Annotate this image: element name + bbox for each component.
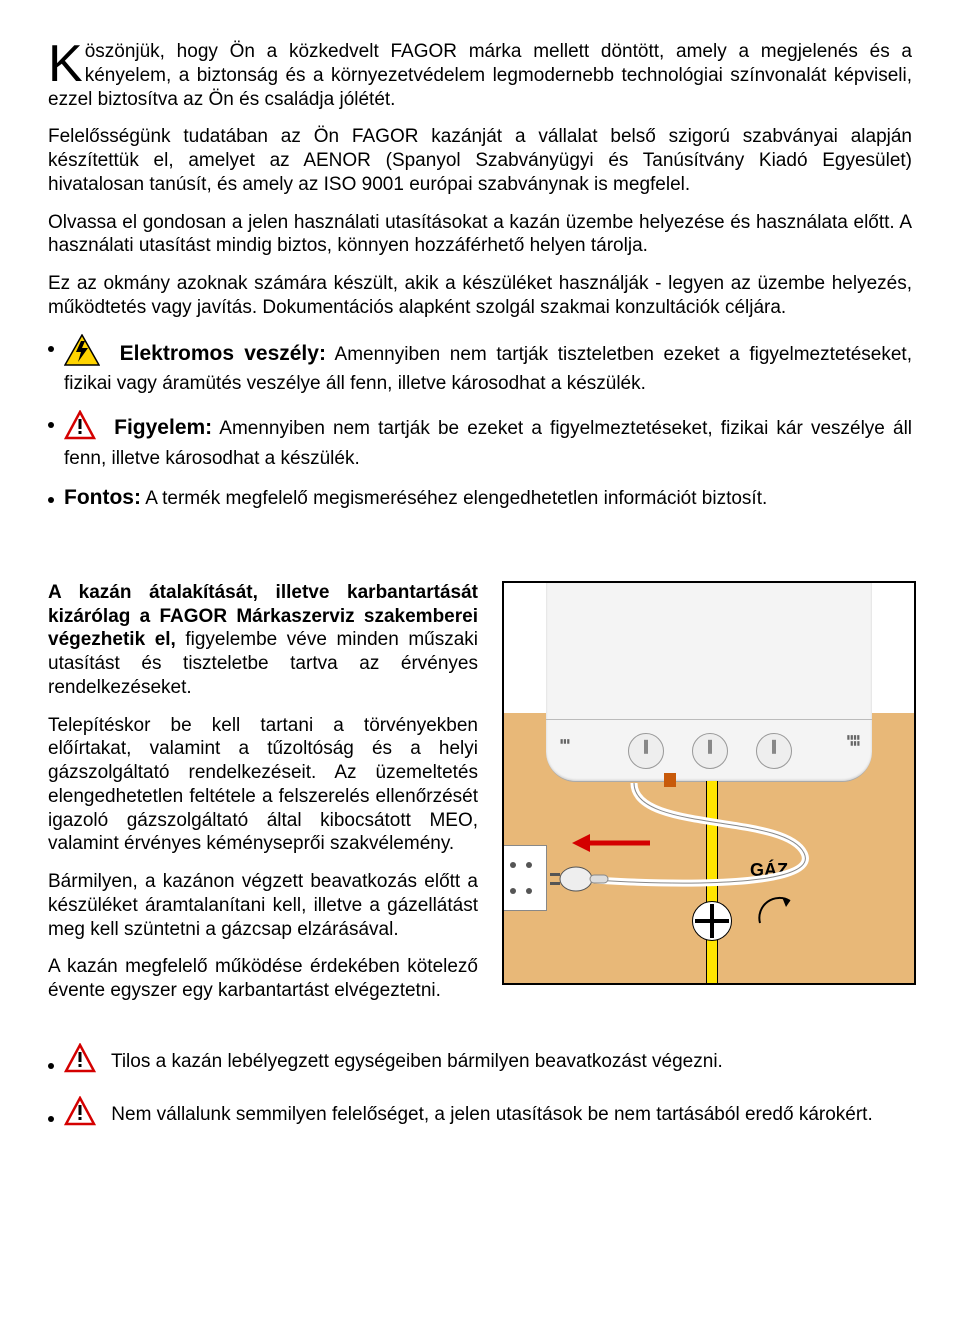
service-p2: Telepítéskor be kell tartani a törvények… [48, 714, 478, 857]
intro-paragraph-1: K öszönjük, hogy Ön a közkedvelt FAGOR m… [48, 40, 912, 111]
footer-1-text: Tilos a kazán lebélyegzett egységeiben b… [111, 1051, 723, 1072]
electric-hazard-icon [64, 334, 100, 373]
service-section: A kazán átalakítását, illetve karbantart… [48, 581, 912, 1017]
bullet-dot [48, 346, 54, 352]
important-text: A termék megfelelő megismeréséhez elenge… [145, 488, 767, 509]
attention-title: Figyelem: [114, 416, 212, 439]
footer-warning-2: Nem vállalunk semmilyen felelőséget, a j… [48, 1096, 912, 1133]
installation-figure: ▮▮▮ ▮▮▮▮▮▮▮ GÁZ [502, 581, 916, 985]
attention-triangle-icon [64, 410, 96, 447]
intro-paragraph-4: Ez az okmány azoknak számára készült, ak… [48, 272, 912, 320]
important-title: Fontos: [64, 486, 141, 509]
warning-important: Fontos: A termék megfelelő megismeréséhe… [48, 485, 912, 511]
figure-column: ▮▮▮ ▮▮▮▮▮▮▮ GÁZ [502, 581, 912, 1017]
warning-attention: Figyelem: Amennyiben nem tartják be ezek… [48, 410, 912, 471]
service-text-column: A kazán átalakítását, illetve karbantart… [48, 581, 478, 1017]
bullet-dot [48, 1116, 54, 1122]
service-p4: A kazán megfelelő működése érdekében köt… [48, 955, 478, 1003]
electric-title: Elektromos veszély: [120, 342, 326, 365]
service-p1: A kazán átalakítását, illetve karbantart… [48, 581, 478, 700]
intro-p1-text: öszönjük, hogy Ön a közkedvelt FAGOR már… [48, 41, 912, 110]
figure-plug [550, 863, 610, 895]
bullet-dot [48, 497, 54, 503]
warning-electric: Elektromos veszély: Amennyiben nem tartj… [48, 334, 912, 397]
footer-warning-1: Tilos a kazán lebélyegzett egységeiben b… [48, 1043, 912, 1080]
intro-paragraph-2: Felelősségünk tudatában az Ön FAGOR kazá… [48, 125, 912, 196]
figure-red-arrow-icon [572, 831, 652, 855]
bullet-dot [48, 422, 54, 428]
service-p3: Bármilyen, a kazánon végzett beavatkozás… [48, 870, 478, 941]
attention-triangle-icon [64, 1043, 96, 1080]
dropcap: K [48, 40, 85, 86]
figure-power-cord [504, 583, 914, 983]
footer-2-text: Nem vállalunk semmilyen felelőséget, a j… [111, 1104, 872, 1125]
attention-triangle-icon [64, 1096, 96, 1133]
figure-wall-outlet [502, 845, 547, 911]
bullet-dot [48, 1063, 54, 1069]
intro-paragraph-3: Olvassa el gondosan a jelen használati u… [48, 211, 912, 259]
